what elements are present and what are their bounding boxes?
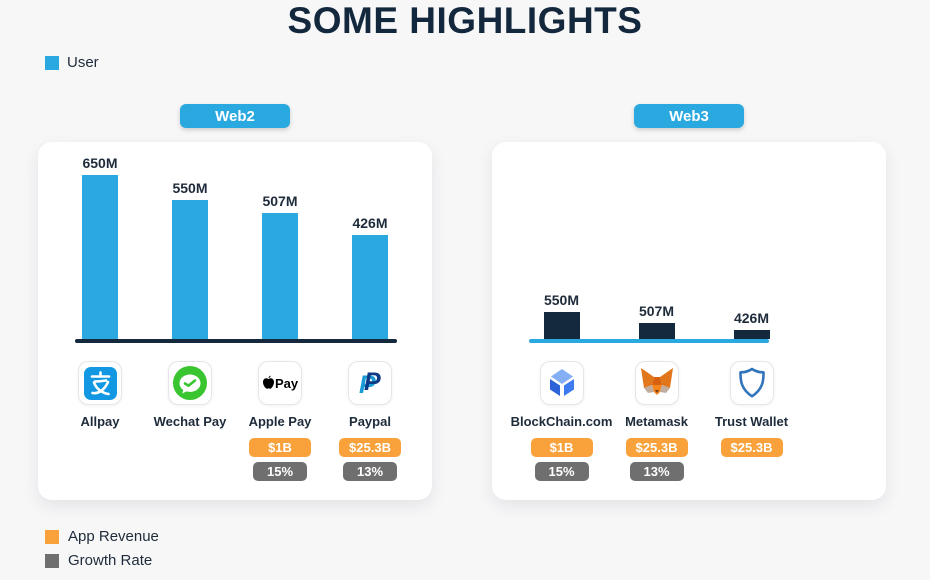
growth-rate-badge: 13% bbox=[629, 462, 684, 481]
legend-app-revenue: App Revenue bbox=[45, 528, 159, 545]
app-revenue-badge: $1B bbox=[530, 438, 593, 457]
app-revenue-badge: $25.3B bbox=[720, 438, 783, 457]
user-legend-label: User bbox=[67, 54, 99, 71]
app-revenue-swatch bbox=[45, 529, 59, 544]
apps-row: BlockChain.com $1B 15% Metamask $25.3B 13% Tru… bbox=[492, 361, 886, 481]
bar-value-label: 650M bbox=[82, 155, 118, 171]
app-column: BlockChain.com $1B 15% bbox=[511, 361, 612, 481]
app-icon-card bbox=[634, 361, 679, 405]
app-column: P P Paypal $25.3B 13% bbox=[325, 361, 415, 481]
legend-bottom: App Revenue Growth Rate bbox=[45, 528, 159, 569]
bar-value-label: 426M bbox=[733, 310, 770, 326]
chart-column: 507M bbox=[235, 193, 325, 339]
wechat-pay-icon bbox=[172, 365, 208, 401]
app-icon-card bbox=[78, 361, 122, 405]
bar-columns: 550M 507M 426M bbox=[492, 142, 886, 339]
web2-card: 650M 550M 507M 426M Allpay Wechat Pay Pay Apple… bbox=[38, 142, 432, 500]
app-revenue-badge: $25.3B bbox=[625, 438, 688, 457]
growth-rate-badge: 13% bbox=[343, 462, 397, 481]
web2-pill-wrap: Web2 bbox=[38, 104, 432, 128]
chart-column: 426M bbox=[704, 310, 799, 339]
app-name-label: Trust Wallet bbox=[714, 414, 789, 429]
apple-pay-icon: Pay bbox=[261, 373, 299, 393]
axis-baseline bbox=[529, 339, 769, 343]
user-bar bbox=[82, 175, 118, 339]
chart-column: 550M bbox=[514, 292, 609, 339]
app-name-label: Wechat Pay bbox=[153, 414, 227, 429]
user-bar bbox=[352, 235, 388, 339]
app-icon-card bbox=[168, 361, 212, 405]
page-title: SOME HIGHLIGHTS bbox=[287, 0, 643, 41]
growth-rate-swatch bbox=[45, 553, 59, 568]
metamask-icon bbox=[640, 367, 674, 399]
chart-column: 650M bbox=[55, 155, 145, 339]
bar-value-label: 507M bbox=[638, 303, 675, 319]
web3-card: 550M 507M 426M BlockChain.com $1B 15% Metamask… bbox=[492, 142, 886, 500]
web3-pill-wrap: Web3 bbox=[492, 104, 886, 128]
user-bar bbox=[638, 323, 675, 339]
app-column: Trust Wallet $25.3B bbox=[704, 361, 799, 481]
bar-value-label: 550M bbox=[172, 180, 208, 196]
bar-plot: 650M 550M 507M 426M bbox=[38, 142, 432, 339]
growth-rate-badge: 15% bbox=[534, 462, 589, 481]
app-column: Pay Apple Pay $1B 15% bbox=[235, 361, 325, 481]
svg-text:P: P bbox=[359, 371, 376, 398]
axis-baseline bbox=[75, 339, 397, 343]
user-legend-swatch bbox=[45, 55, 59, 70]
app-icon-card: Pay bbox=[258, 361, 302, 405]
user-bar bbox=[262, 213, 298, 339]
web3-pill: Web3 bbox=[634, 104, 744, 128]
app-name-label: Apple Pay bbox=[248, 414, 312, 429]
bar-value-label: 550M bbox=[543, 292, 580, 308]
apps-row: Allpay Wechat Pay Pay Apple Pay $1B 15% P P Payp… bbox=[38, 361, 432, 481]
app-name-label: Paypal bbox=[349, 414, 391, 429]
bar-columns: 650M 550M 507M 426M bbox=[38, 142, 432, 339]
app-column: Metamask $25.3B 13% bbox=[609, 361, 704, 481]
chart-column: 426M bbox=[325, 215, 415, 339]
group-pills: Web2 Web3 bbox=[38, 104, 886, 128]
user-bar bbox=[543, 312, 580, 339]
bar-plot: 550M 507M 426M bbox=[492, 142, 886, 339]
app-revenue-label: App Revenue bbox=[68, 528, 159, 545]
svg-text:P: P bbox=[364, 368, 381, 396]
chart-cards: 650M 550M 507M 426M Allpay Wechat Pay Pay Apple… bbox=[38, 142, 886, 500]
legend-growth-rate: Growth Rate bbox=[45, 552, 159, 569]
app-revenue-badge: $25.3B bbox=[339, 438, 401, 457]
web2-pill: Web2 bbox=[180, 104, 290, 128]
trust-wallet-icon bbox=[737, 366, 767, 400]
app-name-label: Metamask bbox=[625, 414, 688, 429]
app-name-label: BlockChain.com bbox=[510, 414, 613, 429]
user-bar bbox=[172, 200, 208, 339]
growth-rate-label: Growth Rate bbox=[68, 552, 153, 569]
app-name-label: Allpay bbox=[80, 414, 120, 429]
svg-text:Pay: Pay bbox=[275, 376, 299, 391]
alipay-icon bbox=[83, 366, 117, 400]
app-revenue-badge: $1B bbox=[249, 438, 311, 457]
app-column: Allpay bbox=[55, 361, 145, 481]
chart-column: 550M bbox=[145, 180, 235, 339]
user-bar bbox=[733, 330, 770, 339]
blockchain-icon bbox=[545, 366, 579, 400]
bar-value-label: 507M bbox=[262, 193, 298, 209]
app-column: Wechat Pay bbox=[145, 361, 235, 481]
app-icon-card bbox=[539, 361, 584, 405]
legend-user: User bbox=[45, 54, 99, 71]
app-icon-card bbox=[729, 361, 774, 405]
growth-rate-badge: 15% bbox=[253, 462, 307, 481]
bar-value-label: 426M bbox=[352, 215, 388, 231]
chart-column: 507M bbox=[609, 303, 704, 339]
